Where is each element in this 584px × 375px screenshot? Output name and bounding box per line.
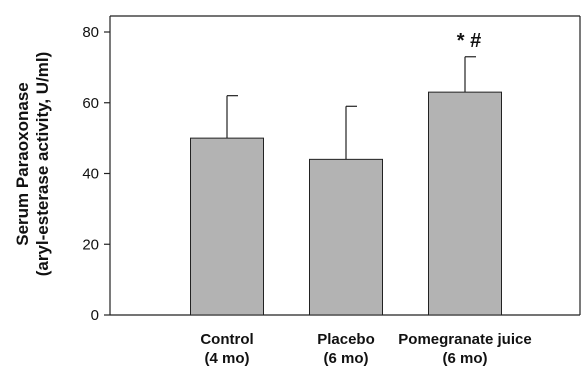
bar [428, 91, 502, 316]
y-axis-label-line-2: (aryl-esterase activity, U/ml) [33, 52, 52, 277]
plot-area: 0 20 40 60 80 Control (4 mo) Placebo (6 mo) * # Po… [82, 15, 581, 367]
x-tick-label: (6 mo) [443, 350, 488, 367]
bar [190, 137, 264, 316]
x-tick-label: (6 mo) [324, 350, 369, 367]
y-tick-label: 60 [82, 95, 99, 112]
y-tick-label: 40 [82, 166, 99, 183]
y-axis-label: Serum Paraoxonase (aryl-esterase activit… [13, 52, 52, 277]
y-tick-label: 20 [82, 236, 99, 253]
x-tick-label: Pomegranate juice [398, 331, 531, 348]
x-tick-label: Control [200, 331, 253, 348]
y-tick-label: 80 [82, 24, 99, 41]
bar [309, 158, 383, 316]
significance-annotation: * # [457, 30, 481, 52]
x-tick-label: (4 mo) [205, 350, 250, 367]
y-axis-label-line-1: Serum Paraoxonase [13, 82, 32, 245]
y-tick-label: 0 [91, 307, 99, 324]
x-tick-label: Placebo [317, 331, 375, 348]
